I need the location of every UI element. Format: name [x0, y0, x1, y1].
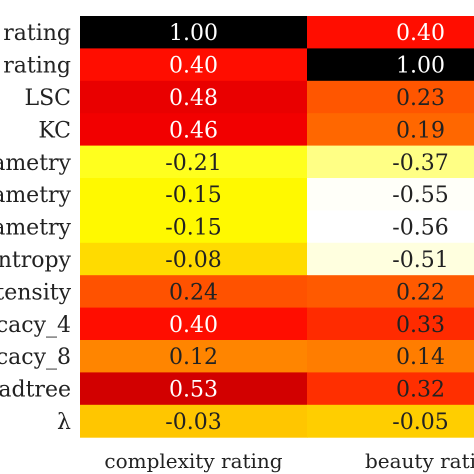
heatmap-cell	[80, 178, 308, 211]
cell-value-label: -0.56	[392, 216, 448, 241]
row-tick-label: ametry	[0, 183, 72, 208]
row-tick-label: cacy_4	[0, 313, 71, 338]
cell-value-label: -0.51	[392, 248, 448, 273]
cell-value-label: -0.37	[392, 151, 448, 176]
cell-value-label: 0.14	[396, 345, 445, 370]
cell-value-label: 0.40	[396, 21, 445, 46]
heatmap-cell	[307, 210, 474, 244]
cell-value-label: 1.00	[396, 54, 445, 79]
cell-value-label: 0.24	[169, 280, 218, 305]
heatmap-cell	[307, 372, 474, 406]
heatmap-cell	[307, 404, 474, 438]
cell-value-label: 0.46	[169, 118, 218, 143]
heatmap-cell	[307, 340, 474, 373]
heatmap-cell	[80, 372, 308, 406]
row-tick-label: ametry	[0, 216, 72, 241]
heatmap-cell	[307, 275, 474, 309]
row-tick-label: tensity	[0, 280, 72, 305]
heatmap-cell	[80, 275, 308, 309]
cell-value-label: 0.19	[396, 118, 445, 143]
heatmap-cell	[80, 242, 308, 276]
heatmap-cell	[80, 307, 308, 341]
cell-value-label: 0.48	[169, 86, 218, 111]
row-tick-label: rating	[3, 54, 71, 79]
row-tick-label: adtree	[0, 378, 71, 403]
cell-value-label: 0.23	[396, 86, 445, 111]
heatmap-cells: 1.00 0.40 0.40 1.00 0.48 0.23 0.46 0.19 -0.21 -0.…	[80, 16, 474, 438]
cell-value-label: 0.32	[396, 378, 445, 403]
heatmap-cell	[307, 48, 474, 82]
heatmap-cell	[80, 48, 308, 82]
row-tick-label: cacy_8	[0, 345, 71, 370]
cell-value-label: 0.40	[169, 54, 218, 79]
row-tick-label: rating	[3, 21, 71, 46]
heatmap-cell	[307, 178, 474, 211]
cell-value-label: -0.55	[392, 183, 448, 208]
heatmap-cell	[80, 340, 308, 373]
row-tick-label: KC	[38, 118, 71, 143]
cell-value-label: 0.53	[169, 378, 218, 403]
heatmap-cell	[80, 145, 308, 179]
heatmap-cell	[307, 113, 474, 147]
cell-value-label: 0.40	[169, 313, 218, 338]
cell-value-label: 1.00	[169, 21, 218, 46]
heatmap-cell	[80, 80, 308, 114]
column-tick-label: complexity rating	[104, 449, 282, 473]
heatmap-cell	[307, 242, 474, 276]
cell-value-label: -0.05	[392, 410, 448, 435]
cell-value-label: 0.33	[396, 313, 445, 338]
heatmap-cell	[307, 80, 474, 114]
column-tick-label: beauty rati	[365, 449, 474, 473]
column-tick-labels: complexity rating beauty rati	[104, 449, 474, 473]
heatmap-cell	[307, 307, 474, 341]
heatmap-cell	[80, 113, 308, 147]
row-tick-label: λ	[57, 410, 71, 435]
row-tick-labels: rating rating LSC KC ametry ametry ametry ntrop…	[0, 21, 72, 435]
cell-value-label: -0.03	[165, 410, 221, 435]
cell-value-label: -0.21	[165, 151, 221, 176]
cell-value-label: -0.15	[165, 183, 221, 208]
cell-value-label: 0.22	[396, 280, 445, 305]
heatmap-cell	[80, 16, 308, 49]
row-tick-label: ntropy	[0, 248, 72, 273]
heatmap-cell	[80, 404, 308, 438]
heatmap-cell	[80, 210, 308, 244]
cell-value-label: 0.12	[169, 345, 218, 370]
cell-value-label: -0.08	[165, 248, 221, 273]
row-tick-label: ametry	[0, 151, 72, 176]
heatmap-cell	[307, 145, 474, 179]
heatmap-cell	[307, 16, 474, 49]
cell-value-label: -0.15	[165, 216, 221, 241]
row-tick-label: LSC	[24, 86, 71, 111]
